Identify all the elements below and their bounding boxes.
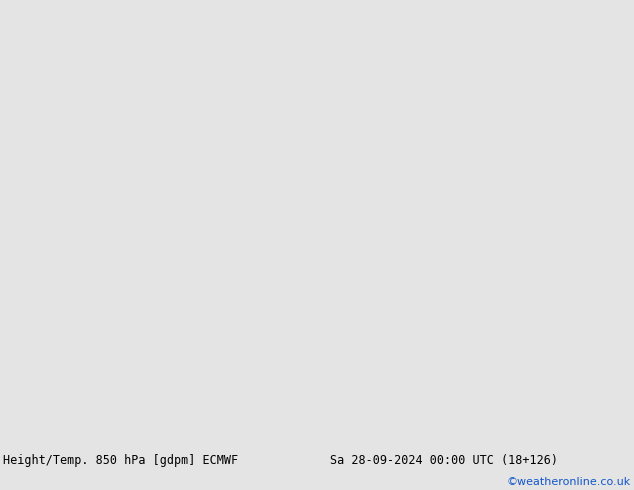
Text: Height/Temp. 850 hPa [gdpm] ECMWF: Height/Temp. 850 hPa [gdpm] ECMWF — [3, 454, 238, 466]
Text: ©weatheronline.co.uk: ©weatheronline.co.uk — [507, 477, 631, 487]
Text: Sa 28-09-2024 00:00 UTC (18+126): Sa 28-09-2024 00:00 UTC (18+126) — [330, 454, 558, 466]
